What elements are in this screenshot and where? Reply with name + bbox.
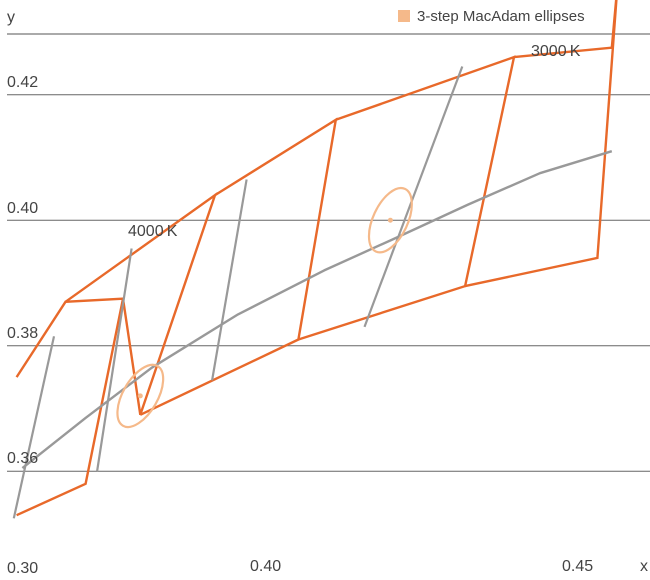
y-axis-label: y	[7, 9, 15, 26]
cct-label-3000k: 3000 K	[531, 43, 581, 60]
isotherm-line	[96, 248, 133, 472]
x-axis-label: x	[640, 558, 648, 575]
macadam-ellipse	[367, 186, 413, 254]
ellipse-center-dot	[137, 393, 143, 399]
isotherm-line	[12, 336, 56, 519]
y-tick-label: 0.36	[7, 450, 38, 467]
cct-label-4000k: 4000 K	[128, 223, 178, 240]
y-tick-label: 0.42	[7, 74, 38, 91]
legend-swatch	[398, 10, 410, 22]
ansi-bins-layer	[15, 0, 618, 517]
ellipse-center-dot	[387, 217, 393, 223]
ansi-bin-outline	[64, 191, 218, 416]
y-tick-label: 0.40	[7, 200, 38, 217]
x-tick-label: 0.30	[7, 560, 38, 577]
y-tick-label: 0.38	[7, 325, 38, 342]
macadam-ellipse	[116, 363, 165, 429]
ansi-bin-outline	[298, 55, 516, 341]
isotherms-layer	[12, 66, 464, 519]
legend-label: 3-step MacAdam ellipses	[417, 8, 585, 25]
legend: 3-step MacAdam ellipses	[398, 8, 585, 25]
x-tick-label: 0.45	[562, 558, 593, 575]
planckian-locus-layer	[21, 150, 613, 470]
planckian-locus-line	[21, 150, 613, 470]
ansi-bin-outline	[139, 117, 338, 416]
isotherm-line	[363, 66, 464, 328]
isotherm-line	[211, 179, 248, 381]
x-tick-label: 0.40	[250, 558, 281, 575]
ansi-bin-outline	[464, 0, 618, 288]
macadam-ellipses-layer	[116, 186, 413, 429]
